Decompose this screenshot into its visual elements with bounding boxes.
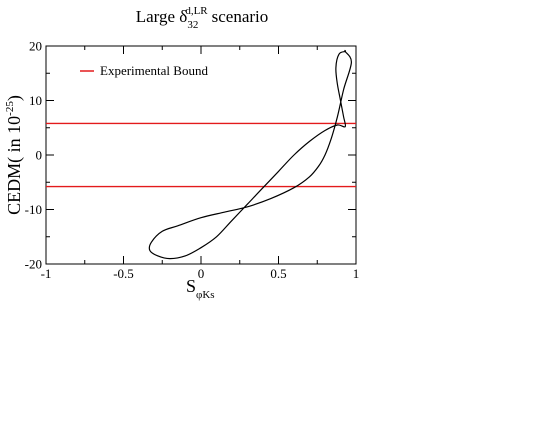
series-curve xyxy=(148,49,353,260)
x-tick-label: -0.5 xyxy=(113,266,134,281)
y-axis-label: CEDM( in 10-25) xyxy=(4,95,25,215)
y-tick-label: 10 xyxy=(29,93,42,108)
y-tick-label: -20 xyxy=(25,257,42,272)
y-tick-label: -10 xyxy=(25,202,42,217)
x-tick-label: 1 xyxy=(353,266,360,281)
bound-lines xyxy=(46,122,356,188)
legend: Experimental Bound xyxy=(80,63,208,78)
y-tick-label: 20 xyxy=(29,39,42,54)
legend-label: Experimental Bound xyxy=(100,63,208,78)
axis-ticks: -1 -0.5 0 0.5 1 -20 -10 0 10 20 xyxy=(25,39,360,282)
y-tick-label: 0 xyxy=(36,148,43,163)
plot-frame xyxy=(45,45,357,265)
x-tick-label: 0 xyxy=(198,266,205,281)
x-tick-label: -1 xyxy=(41,266,52,281)
x-axis-label: SφKs xyxy=(186,276,215,301)
chart-title: Large δ32d,LR scenario xyxy=(136,5,269,31)
x-tick-label: 0.5 xyxy=(270,266,286,281)
